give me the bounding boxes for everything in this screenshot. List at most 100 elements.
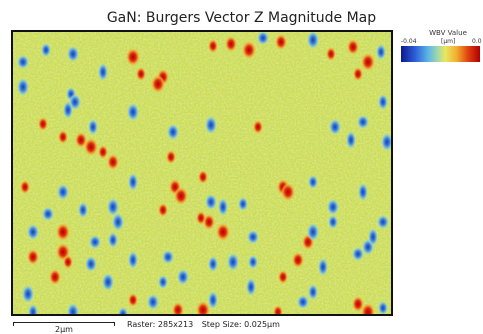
positive-dislocation-spot: [361, 53, 375, 71]
negative-dislocation-spot: [17, 55, 29, 69]
positive-dislocation-spot: [174, 187, 188, 205]
positive-dislocation-spot: [326, 47, 336, 61]
negative-dislocation-spot: [158, 275, 168, 289]
negative-dislocation-spot: [368, 228, 378, 246]
positive-dislocation-spot: [172, 302, 184, 314]
positive-dislocation-spot: [27, 249, 39, 265]
positive-dislocation-spot: [196, 301, 210, 314]
negative-dislocation-spot: [307, 32, 319, 49]
negative-dislocation-spot: [257, 32, 269, 45]
positive-dislocation-spot: [198, 170, 208, 184]
negative-dislocation-spot: [378, 301, 388, 314]
positive-dislocation-spot: [58, 130, 68, 144]
negative-dislocation-spot: [112, 213, 124, 231]
color-legend: WBV Value -0.04 [μm] 0.0: [397, 29, 483, 65]
positive-dislocation-spot: [347, 39, 359, 55]
negative-dislocation-spot: [27, 224, 39, 240]
negative-dislocation-spot: [218, 198, 228, 216]
scale-bar: [13, 322, 115, 326]
positive-dislocation-spot: [225, 36, 237, 52]
negative-dislocation-spot: [247, 230, 259, 244]
positive-dislocation-spot: [158, 203, 168, 217]
positive-dislocation-spot: [63, 255, 73, 269]
positive-dislocation-spot: [84, 138, 98, 156]
negative-dislocation-spot: [358, 183, 368, 201]
negative-dislocation-spot: [327, 199, 339, 215]
negative-dislocation-spot: [107, 198, 119, 216]
negative-dislocation-spot: [346, 131, 356, 149]
positive-dislocation-spot: [203, 214, 215, 230]
positive-dislocation-spot: [126, 48, 140, 66]
positive-dislocation-spot: [273, 305, 283, 314]
negative-dislocation-spot: [308, 175, 318, 189]
legend-unit-label: [μm]: [441, 38, 456, 45]
map-canvas: [13, 32, 391, 314]
positive-dislocation-spot: [75, 132, 87, 148]
negative-dislocation-spot: [352, 247, 364, 261]
negative-dislocation-spot: [246, 278, 256, 296]
negative-dislocation-spot: [102, 273, 114, 291]
negative-dislocation-spot: [88, 119, 98, 135]
negative-dislocation-spot: [128, 173, 138, 191]
positive-dislocation-spot: [278, 270, 288, 284]
raster-info: Raster: 285x213 Step Size: 0.025μm: [127, 320, 286, 329]
dislocation-spots: [17, 32, 391, 314]
negative-dislocation-spot: [98, 63, 108, 81]
negative-dislocation-spot: [128, 251, 138, 269]
negative-dislocation-spot: [162, 250, 174, 264]
negative-dislocation-spot: [17, 78, 29, 96]
positive-dislocation-spot: [208, 39, 218, 53]
positive-dislocation-spot: [281, 183, 295, 201]
negative-dislocation-spot: [205, 116, 217, 134]
negative-dislocation-spot: [376, 44, 386, 60]
negative-dislocation-spot: [205, 194, 217, 210]
negative-dislocation-spot: [208, 291, 218, 309]
positive-dislocation-spot: [242, 41, 256, 59]
negative-dislocation-spot: [238, 197, 248, 211]
negative-dislocation-spot: [67, 46, 79, 62]
positive-dislocation-spot: [216, 223, 230, 241]
positive-dislocation-spot: [98, 145, 108, 159]
legend-min-label: -0.04: [401, 38, 417, 45]
negative-dislocation-spot: [22, 285, 34, 303]
positive-dislocation-spot: [275, 34, 287, 50]
negative-dislocation-spot: [227, 253, 239, 271]
scale-bar-label: 2μm: [55, 325, 73, 334]
negative-dislocation-spot: [89, 235, 101, 249]
positive-dislocation-spot: [292, 252, 304, 268]
burgers-vector-map: [11, 30, 393, 316]
positive-dislocation-spot: [56, 223, 70, 241]
positive-dislocation-spot: [38, 117, 48, 131]
negative-dislocation-spot: [63, 101, 73, 119]
positive-dislocation-spot: [353, 67, 363, 81]
raster-size-text: Raster: 285x213: [127, 320, 194, 329]
negative-dislocation-spot: [177, 269, 189, 285]
negative-dislocation-spot: [67, 303, 79, 314]
negative-dislocation-spot: [318, 258, 328, 276]
negative-dislocation-spot: [377, 215, 389, 229]
negative-dislocation-spot: [127, 103, 139, 121]
positive-dislocation-spot: [166, 150, 176, 164]
negative-dislocation-spot: [307, 223, 319, 241]
negative-dislocation-spot: [248, 255, 258, 269]
negative-dislocation-spot: [42, 207, 54, 221]
positive-dislocation-spot: [352, 296, 364, 312]
negative-dislocation-spot: [85, 256, 97, 272]
negative-dislocation-spot: [378, 94, 388, 110]
positive-dislocation-spot: [49, 269, 61, 285]
legend-max-label: 0.0: [472, 38, 482, 45]
legend-title: WBV Value: [429, 29, 467, 37]
negative-dislocation-spot: [328, 215, 338, 229]
positive-dislocation-spot: [151, 75, 165, 93]
negative-dislocation-spot: [208, 256, 218, 272]
negative-dislocation-spot: [381, 133, 391, 151]
negative-dislocation-spot: [147, 294, 159, 310]
negative-dislocation-spot: [78, 202, 88, 218]
step-size-text: Step Size: 0.025μm: [201, 320, 280, 329]
positive-dislocation-spot: [361, 303, 375, 314]
negative-dislocation-spot: [57, 184, 69, 200]
negative-dislocation-spot: [297, 295, 309, 309]
negative-dislocation-spot: [357, 115, 369, 129]
positive-dislocation-spot: [107, 154, 119, 170]
positive-dislocation-spot: [253, 120, 263, 134]
